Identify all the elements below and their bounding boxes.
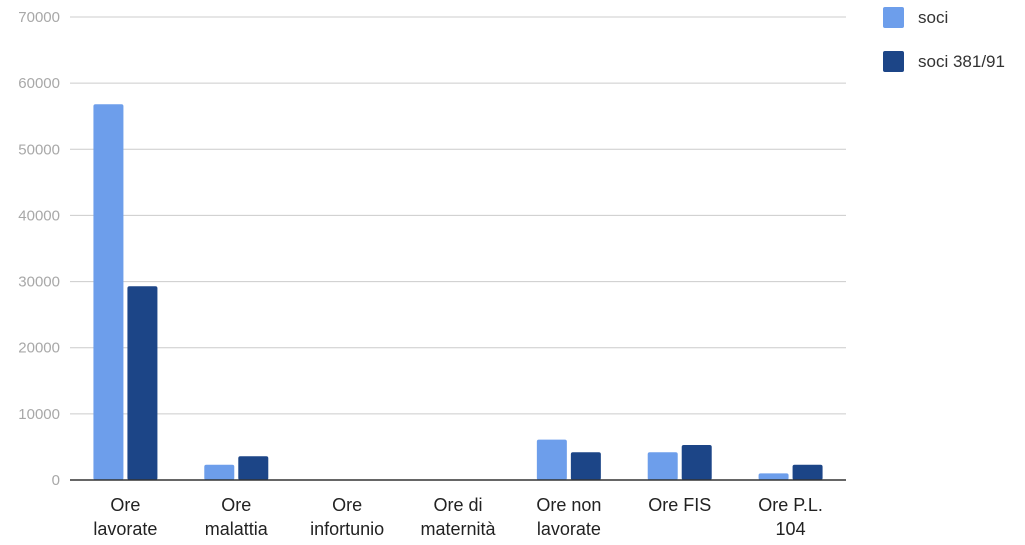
legend-swatch: [883, 7, 904, 28]
y-axis-ticks: 0 10000 20000 30000 40000 50000 60000 70000: [18, 9, 60, 489]
bar-soci-381-91: [570, 452, 601, 480]
bar-soci-381-91: [792, 464, 823, 480]
x-category-label: Ore FIS: [648, 495, 711, 515]
legend-label: soci 381/91: [918, 52, 1005, 71]
x-category-label: maternità: [420, 519, 496, 539]
bar-soci: [204, 464, 235, 480]
x-category-label: Ore: [110, 495, 140, 515]
legend: soci soci 381/91: [883, 7, 1005, 72]
y-tick-label: 50000: [18, 141, 60, 158]
bar-soci: [647, 452, 678, 480]
y-tick-label: 60000: [18, 75, 60, 92]
x-category-label: 104: [776, 519, 806, 539]
bar-soci-381-91: [238, 456, 269, 480]
x-category-label: lavorate: [93, 519, 157, 539]
y-tick-label: 30000: [18, 274, 60, 291]
gridlines: [70, 16, 846, 415]
y-tick-label: 0: [52, 472, 60, 489]
x-category-label: Ore: [332, 495, 362, 515]
y-tick-label: 20000: [18, 340, 60, 357]
x-category-label: lavorate: [537, 519, 601, 539]
bars: [93, 104, 823, 481]
bar-soci: [93, 104, 124, 481]
bar-soci-381-91: [681, 444, 712, 480]
legend-swatch: [883, 51, 904, 72]
y-tick-label: 70000: [18, 9, 60, 26]
x-category-label: Ore: [221, 495, 251, 515]
y-tick-label: 10000: [18, 406, 60, 423]
bar-soci-381-91: [127, 286, 158, 480]
x-category-label: malattia: [205, 519, 269, 539]
x-category-label: Ore P.L.: [758, 495, 823, 515]
y-tick-label: 40000: [18, 207, 60, 224]
bar-soci: [536, 439, 567, 480]
x-category-label: Ore di: [433, 495, 482, 515]
bar-soci: [758, 473, 789, 480]
x-category-label: Ore non: [536, 495, 601, 515]
x-axis-labels: Ore lavorate Ore malattia Ore infortunio Ore d…: [93, 495, 823, 539]
legend-label: soci: [918, 8, 948, 27]
x-category-label: infortunio: [310, 519, 384, 539]
